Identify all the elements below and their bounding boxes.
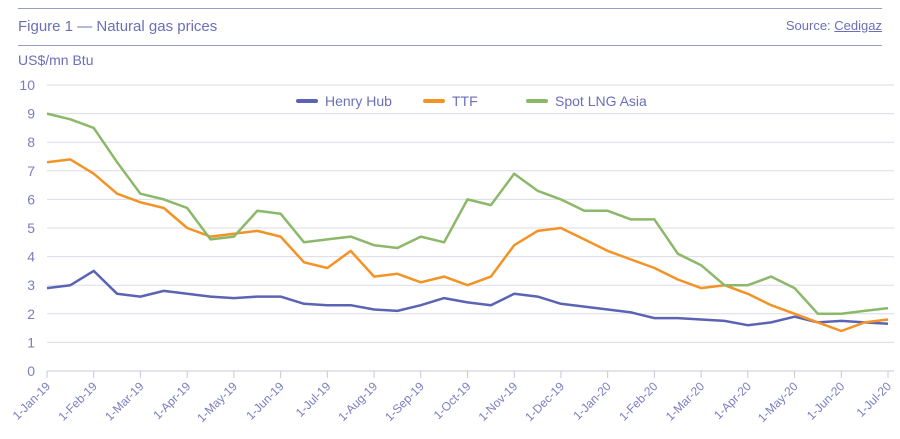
- y-tick-label: 10: [19, 77, 35, 93]
- x-tick-label: 1-Feb-19: [56, 379, 101, 424]
- y-tick-label: 0: [27, 363, 35, 379]
- y-tick-label: 5: [27, 220, 35, 236]
- x-tick-label: 1-Jun-19: [243, 379, 287, 423]
- source-credit: Source: Cedigaz: [786, 18, 882, 33]
- x-tick-label: 1-Apr-20: [711, 379, 754, 422]
- series-line-henry-hub: [46, 269, 889, 327]
- series-line-spot-lng-asia: [46, 112, 889, 316]
- x-tick-label: 1-Mar-19: [102, 379, 147, 424]
- x-tick-label: 1-Jan-20: [570, 379, 614, 423]
- y-tick-label: 2: [27, 306, 35, 322]
- top-rule: [18, 8, 882, 9]
- legend-label: Spot LNG Asia: [555, 93, 647, 109]
- y-tick-label: 9: [27, 106, 35, 122]
- x-tick-label: 1-Dec-19: [522, 379, 567, 424]
- source-link[interactable]: Cedigaz: [834, 18, 882, 33]
- legend-item: Spot LNG Asia: [526, 93, 647, 109]
- y-tick-label: 4: [27, 249, 35, 265]
- x-tick-label: 1-May-19: [194, 379, 240, 425]
- legend-item: Henry Hub: [296, 93, 392, 109]
- x-tick-label: 1-Jun-20: [804, 379, 848, 423]
- x-tick-label: 1-Jul-19: [293, 379, 334, 420]
- y-tick-label: 8: [27, 134, 35, 150]
- legend-label: Henry Hub: [325, 93, 392, 109]
- header-rule: [18, 45, 882, 46]
- y-tick-label: 3: [27, 277, 35, 293]
- x-tick-label: 1-Nov-19: [476, 379, 521, 424]
- y-tick-label: 1: [27, 334, 35, 350]
- x-tick-label: 1-Jul-20: [854, 379, 895, 420]
- x-tick-label: 1-Apr-19: [150, 379, 193, 422]
- source-label: Source:: [785, 18, 831, 33]
- series-line-ttf: [46, 158, 889, 333]
- x-tick-label: 1-Sep-19: [382, 379, 427, 424]
- legend-label: TTF: [452, 93, 478, 109]
- x-tick-label: 1-May-20: [755, 379, 801, 425]
- x-tick-label: 1-Aug-19: [335, 379, 380, 424]
- x-tick-label: 1-Feb-20: [616, 379, 661, 424]
- x-tick-label: 1-Jan-19: [10, 379, 54, 423]
- legend-item: TTF: [423, 93, 478, 109]
- figure-title: Figure 1 — Natural gas prices: [18, 18, 218, 35]
- x-tick-label: 1-Oct-19: [431, 379, 474, 422]
- y-axis-label: US$/mn Btu: [18, 52, 94, 68]
- y-tick-label: 7: [27, 163, 35, 179]
- x-tick-label: 1-Mar-20: [663, 379, 708, 424]
- y-tick-label: 6: [27, 191, 35, 207]
